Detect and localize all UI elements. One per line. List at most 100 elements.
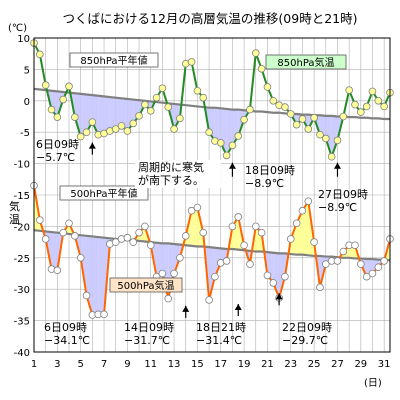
data-point xyxy=(100,310,108,319)
data-point xyxy=(374,97,383,105)
data-point xyxy=(65,219,73,228)
data-point xyxy=(269,279,278,287)
data-point xyxy=(339,112,348,121)
data-point xyxy=(59,95,67,104)
data-point xyxy=(199,228,208,237)
annotation-line: 22日09時 xyxy=(282,321,332,334)
annotation-bg xyxy=(135,160,221,188)
data-point xyxy=(123,127,132,135)
anomaly-fill xyxy=(209,247,215,300)
anomaly-fill xyxy=(115,97,122,130)
annotation-arrowhead xyxy=(333,162,341,169)
x-tick-label: 25 xyxy=(308,359,321,370)
y-tick-label: -15 xyxy=(14,191,30,202)
data-point xyxy=(263,271,272,280)
annotation-arrowhead xyxy=(182,305,190,312)
data-point xyxy=(88,118,97,126)
anomaly-fill xyxy=(191,207,198,247)
data-point xyxy=(316,130,324,139)
annotation-line: が南下する。 xyxy=(138,173,204,187)
data-point xyxy=(193,203,202,212)
annotation-arrowhead xyxy=(275,293,283,300)
x-tick-label: 15 xyxy=(191,359,204,370)
data-point xyxy=(263,83,272,91)
y-tick-label: 5 xyxy=(24,65,30,76)
data-point xyxy=(205,128,213,137)
data-point xyxy=(292,219,301,228)
anomaly-fill xyxy=(331,115,338,157)
data-point xyxy=(211,272,219,281)
x-tick-label: 9 xyxy=(124,359,130,370)
x-tick-label: 5 xyxy=(78,359,84,370)
data-point xyxy=(228,222,237,231)
data-point xyxy=(298,115,307,123)
anomaly-fill xyxy=(98,95,105,135)
annotations: 6日09時−5.7℃周期的に寒気が南下する。18日09時−8.9℃27日09時−… xyxy=(36,138,368,347)
data-point xyxy=(199,93,208,102)
data-point xyxy=(117,122,126,130)
data-point xyxy=(322,260,330,268)
annotation-line: 6日09時 xyxy=(36,138,79,151)
data-point xyxy=(152,93,161,102)
anomaly-fill xyxy=(51,232,58,271)
y-tick-label: -30 xyxy=(14,285,30,296)
y-tick-label: -40 xyxy=(14,348,30,359)
annotation-line: −8.9℃ xyxy=(318,201,357,214)
data-point xyxy=(170,269,178,278)
data-point xyxy=(304,125,313,133)
y-tick-label: 0 xyxy=(24,97,30,108)
annotation-line: 18日09時 xyxy=(245,164,295,177)
annotation-line: −29.7℃ xyxy=(282,334,328,347)
x-tick-label: 13 xyxy=(168,359,181,370)
data-point xyxy=(123,233,132,242)
data-point xyxy=(53,266,62,275)
data-point xyxy=(111,238,120,246)
legend-500-normal-label: 500hPa平年値 xyxy=(70,187,137,200)
data-point xyxy=(234,132,243,140)
data-point xyxy=(41,81,50,89)
data-point xyxy=(170,125,178,133)
annotation-arrowhead xyxy=(234,303,242,310)
data-point xyxy=(234,213,243,221)
annotation-line: −31.7℃ xyxy=(124,334,170,347)
data-point xyxy=(333,136,342,145)
legend-500-temp: 500hPa気温 xyxy=(109,277,183,293)
data-point xyxy=(257,228,266,237)
data-point xyxy=(65,82,73,91)
data-point xyxy=(246,260,254,268)
data-point xyxy=(146,107,155,115)
legend-850-temp-box xyxy=(265,54,347,70)
data-point xyxy=(82,291,91,300)
data-point xyxy=(181,232,190,240)
x-tick-label: 7 xyxy=(101,359,107,370)
data-point xyxy=(129,238,138,246)
anomaly-fill xyxy=(80,93,87,137)
data-point xyxy=(76,253,85,262)
data-point xyxy=(82,128,91,137)
anomaly-fill xyxy=(214,107,221,143)
x-unit-label: (日) xyxy=(364,378,382,389)
data-point xyxy=(71,232,79,240)
normal-line xyxy=(33,87,390,121)
annotation-line: −34.1℃ xyxy=(44,334,90,347)
data-point xyxy=(357,108,365,116)
data-point xyxy=(164,294,173,303)
data-point xyxy=(222,151,231,160)
anomaly-fill xyxy=(92,236,99,315)
data-point xyxy=(135,112,143,120)
data-point xyxy=(281,103,289,111)
data-point xyxy=(374,263,383,272)
plot-frame xyxy=(33,37,391,353)
data-point xyxy=(135,228,143,237)
data-point xyxy=(316,283,324,292)
annotation-line: −8.9℃ xyxy=(245,177,284,190)
data-point xyxy=(53,113,62,121)
data-point xyxy=(158,269,167,278)
annotation-line: 14日09時 xyxy=(124,321,174,334)
x-tick-label: 11 xyxy=(144,359,157,370)
y-tick-label: -25 xyxy=(14,254,30,265)
legend-850-temp-label: 850hPa気温 xyxy=(277,56,334,69)
x-tick-label: 17 xyxy=(214,359,227,370)
data-point xyxy=(362,272,371,281)
data-point xyxy=(158,84,167,93)
